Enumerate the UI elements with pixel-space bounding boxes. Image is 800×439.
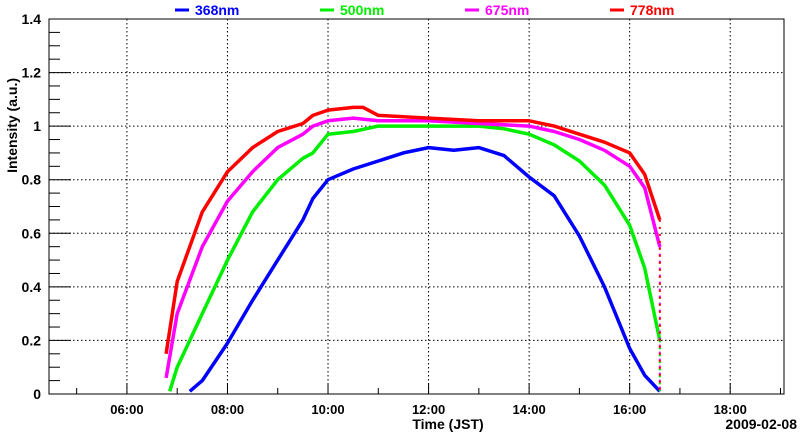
y-tick-label: 1.2 [22, 65, 42, 81]
legend-label: 368nm [195, 2, 239, 18]
y-tick-label: 0.4 [22, 279, 42, 295]
series-line-778nm [164, 105, 662, 355]
x-axis-label: Time (JST) [412, 416, 483, 432]
y-tick-label: 1 [33, 118, 41, 134]
y-tick-label: 0 [33, 386, 41, 402]
x-tick-label: 08:00 [211, 402, 244, 417]
series-line-500nm [168, 124, 662, 392]
y-tick-label: 0.2 [22, 332, 42, 348]
y-tick-label: 1.4 [22, 11, 42, 27]
x-tick-label: 14:00 [512, 402, 545, 417]
legend-label: 675nm [485, 2, 529, 18]
series-line-368nm [188, 145, 662, 393]
date-label: 2009-02-08 [725, 416, 797, 432]
y-axis-label: Intensity (a.u.) [4, 78, 20, 173]
grid [49, 19, 784, 394]
legend: 368nm 500nm 675nm 778nm [175, 2, 674, 18]
x-tick-label: 18:00 [714, 402, 747, 417]
legend-label: 778nm [630, 2, 674, 18]
x-tick-label: 16:00 [613, 402, 646, 417]
plot-frame [48, 18, 785, 395]
series-line-675nm [164, 116, 662, 379]
ticks: 06:00 08:00 10:00 12:00 14:00 16:00 18:00 0 0.2 0… [22, 11, 781, 417]
legend-label: 500nm [340, 2, 384, 18]
x-tick-label: 06:00 [110, 402, 143, 417]
series-group [164, 105, 662, 393]
y-tick-label: 0.6 [22, 225, 42, 241]
x-tick-label: 12:00 [412, 402, 445, 417]
y-tick-label: 0.8 [22, 172, 42, 188]
x-tick-label: 10:00 [311, 402, 344, 417]
